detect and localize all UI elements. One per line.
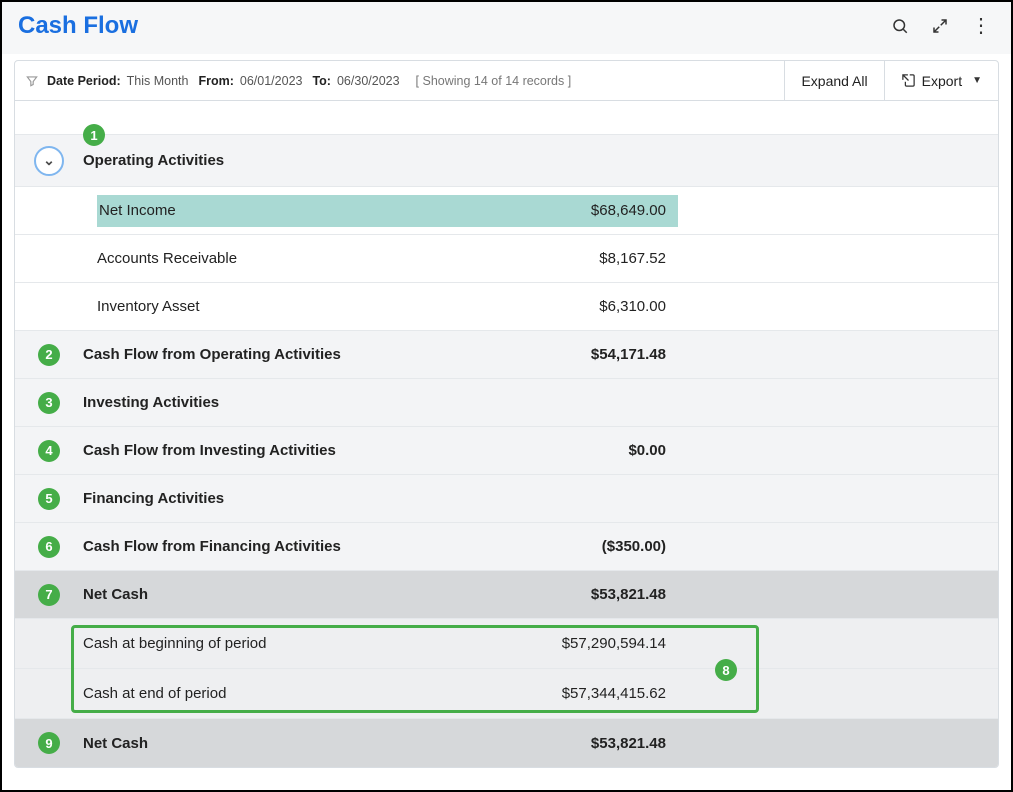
callout-badge-5: 5 xyxy=(38,488,60,510)
callout-badge-8: 8 xyxy=(715,659,737,681)
date-period-label: Date Period: xyxy=(47,74,121,88)
callout-badge-9: 9 xyxy=(38,732,60,754)
row-label: Net Income xyxy=(99,202,508,219)
filter-icon[interactable] xyxy=(25,74,39,88)
row-amount: $68,649.00 xyxy=(508,202,678,219)
row-label: Cash Flow from Investing Activities xyxy=(83,442,508,459)
row-cf-financing[interactable]: 6 Cash Flow from Financing Activities ($… xyxy=(15,523,998,571)
row-net-income[interactable]: Net Income $68,649.00 xyxy=(15,187,998,235)
row-label: Accounts Receivable xyxy=(97,250,508,267)
page-header: Cash Flow ⋮ xyxy=(2,2,1011,54)
filter-actions: Expand All Export ▼ xyxy=(784,61,998,100)
callout-badge-1: 1 xyxy=(83,124,105,146)
chevron-down-icon: ▼ xyxy=(972,75,982,86)
row-amount: $54,171.48 xyxy=(508,346,678,363)
row-label: Net Cash xyxy=(83,735,508,752)
row-label: Cash at beginning of period xyxy=(83,635,508,652)
to-label: To: xyxy=(312,74,331,88)
row-amount: $57,290,594.14 xyxy=(508,635,678,652)
page-title: Cash Flow xyxy=(18,12,138,40)
row-label: Operating Activities xyxy=(83,152,224,169)
row-financing-activities[interactable]: 5 Financing Activities xyxy=(15,475,998,523)
row-amount: $8,167.52 xyxy=(508,250,678,267)
from-value: 06/01/2023 xyxy=(240,74,303,88)
row-accounts-receivable[interactable]: Accounts Receivable $8,167.52 xyxy=(15,235,998,283)
row-amount: $6,310.00 xyxy=(508,298,678,315)
row-label: Cash Flow from Operating Activities xyxy=(83,346,508,363)
callout-badge-2: 2 xyxy=(38,344,60,366)
row-inventory-asset[interactable]: Inventory Asset $6,310.00 xyxy=(15,283,998,331)
chevron-down-icon: ⌄ xyxy=(43,152,55,169)
filter-bar: Date Period: This Month From: 06/01/2023… xyxy=(15,61,998,101)
callout-badge-7: 7 xyxy=(38,584,60,606)
row-amount: ($350.00) xyxy=(508,538,678,555)
search-icon[interactable] xyxy=(891,17,909,35)
more-menu-icon[interactable]: ⋮ xyxy=(971,16,991,36)
export-button[interactable]: Export ▼ xyxy=(884,61,998,100)
row-cash-begin[interactable]: Cash at beginning of period $57,290,594.… xyxy=(15,619,998,669)
row-label: Investing Activities xyxy=(83,394,219,411)
row-amount: $53,821.48 xyxy=(508,586,678,603)
row-amount: $57,344,415.62 xyxy=(508,685,678,702)
header-actions: ⋮ xyxy=(891,16,995,36)
expand-all-label: Expand All xyxy=(801,73,867,89)
export-label: Export xyxy=(922,73,962,89)
row-cf-operating[interactable]: 2 Cash Flow from Operating Activities $5… xyxy=(15,331,998,379)
callout-badge-6: 6 xyxy=(38,536,60,558)
row-net-cash-2[interactable]: 9 Net Cash $53,821.48 xyxy=(15,719,998,767)
report-panel: Date Period: This Month From: 06/01/2023… xyxy=(14,60,999,768)
row-cash-end[interactable]: Cash at end of period $57,344,415.62 xyxy=(15,669,998,719)
row-investing-activities[interactable]: 3 Investing Activities xyxy=(15,379,998,427)
row-label: Inventory Asset xyxy=(97,298,508,315)
row-label: Financing Activities xyxy=(83,490,224,507)
expand-all-button[interactable]: Expand All xyxy=(784,61,883,100)
row-label: Cash at end of period xyxy=(83,685,508,702)
expand-fullscreen-icon[interactable] xyxy=(931,17,949,35)
collapse-toggle[interactable]: ⌄ xyxy=(34,146,64,176)
row-amount: $53,821.48 xyxy=(508,735,678,752)
row-amount: $0.00 xyxy=(508,442,678,459)
cash-period-group: Cash at beginning of period $57,290,594.… xyxy=(15,619,998,719)
callout-badge-4: 4 xyxy=(38,440,60,462)
to-value: 06/30/2023 xyxy=(337,74,400,88)
from-label: From: xyxy=(198,74,233,88)
filter-summary: Date Period: This Month From: 06/01/2023… xyxy=(15,74,571,88)
record-count: [ Showing 14 of 14 records ] xyxy=(416,74,572,88)
export-icon xyxy=(901,73,916,88)
spacer-row xyxy=(15,101,998,135)
date-period-value: This Month xyxy=(127,74,189,88)
row-label: Net Cash xyxy=(83,586,508,603)
row-operating-activities[interactable]: 1 ⌄ Operating Activities xyxy=(15,135,998,187)
row-label: Cash Flow from Financing Activities xyxy=(83,538,508,555)
callout-badge-3: 3 xyxy=(38,392,60,414)
row-cf-investing[interactable]: 4 Cash Flow from Investing Activities $0… xyxy=(15,427,998,475)
row-net-cash-1[interactable]: 7 Net Cash $53,821.48 xyxy=(15,571,998,619)
